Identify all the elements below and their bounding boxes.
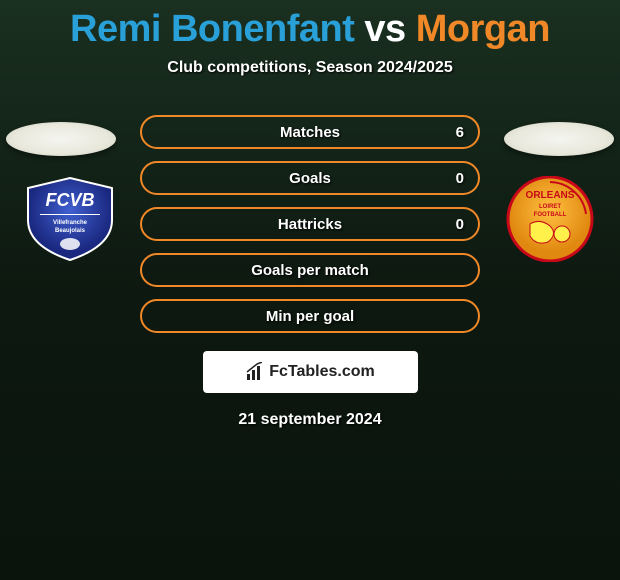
badge-left-sub2: Beaujolais — [55, 228, 86, 234]
bar-chart-icon — [245, 362, 265, 382]
stat-row-hattricks: Hattricks 0 — [140, 207, 480, 241]
badge-right-sub2: FOOTBALL — [534, 212, 567, 218]
player1-platform — [6, 122, 116, 156]
club-badge-right: ORLEANS LOIRET FOOTBALL — [500, 176, 600, 262]
stat-row-goals: Goals 0 — [140, 161, 480, 195]
stat-label: Hattricks — [278, 216, 342, 233]
badge-right-sub1: LOIRET — [539, 204, 561, 210]
brand-text: FcTables.com — [269, 363, 375, 381]
stat-right-value: 6 — [456, 124, 464, 141]
badge-left-text: FCVB — [46, 190, 95, 210]
stat-label: Goals per match — [251, 262, 369, 279]
stat-label: Goals — [289, 170, 331, 187]
player2-name: Morgan — [416, 8, 550, 50]
stat-right-value: 0 — [456, 216, 464, 233]
stat-row-gpm: Goals per match — [140, 253, 480, 287]
vs-text: vs — [364, 8, 405, 50]
club-badge-left: FCVB Villefranche Beaujolais — [20, 176, 120, 262]
badge-left-sub1: Villefranche — [53, 220, 88, 226]
date-text: 21 september 2024 — [0, 411, 620, 429]
badge-right-text: ORLEANS — [526, 190, 575, 201]
stat-row-matches: Matches 6 — [140, 115, 480, 149]
page-title: Remi Bonenfant vs Morgan — [0, 0, 620, 51]
player1-name: Remi Bonenfant — [70, 8, 354, 50]
stat-right-value: 0 — [456, 170, 464, 187]
brand-box: FcTables.com — [203, 351, 418, 393]
subtitle: Club competitions, Season 2024/2025 — [0, 59, 620, 77]
player2-platform — [504, 122, 614, 156]
stat-row-mpg: Min per goal — [140, 299, 480, 333]
stat-label: Min per goal — [266, 308, 354, 325]
stat-label: Matches — [280, 124, 340, 141]
